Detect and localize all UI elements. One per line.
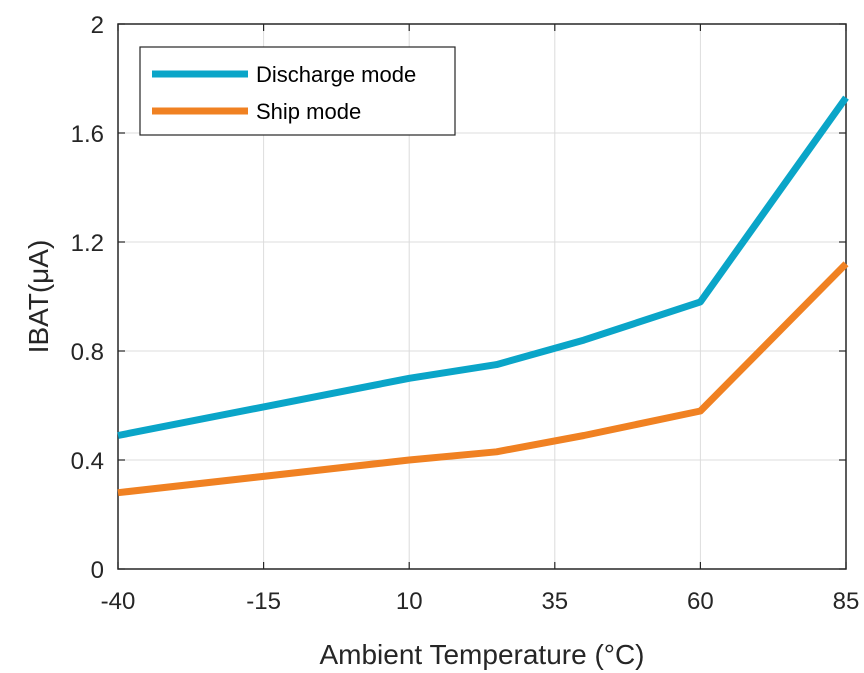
- series-line-1: [117, 261, 849, 497]
- axis-ticks: [117, 23, 847, 570]
- series-lines: [117, 95, 849, 497]
- x-tick-label: 35: [541, 588, 568, 615]
- y-tick-label: 1.6: [71, 121, 104, 148]
- y-tick-label: 2: [91, 12, 104, 39]
- x-tick-label: 85: [833, 588, 860, 615]
- legend-box: [139, 46, 456, 136]
- x-tick-label: -15: [246, 588, 281, 615]
- tick-labels: -40 -15 10 35 60 85 0 0.4 0.8 1.2 1.6 2: [71, 12, 860, 615]
- y-tick-label: 0: [91, 557, 104, 584]
- x-tick-label: -40: [101, 588, 136, 615]
- y-tick-label: 1.2: [71, 230, 104, 257]
- y-tick-label: 0.8: [71, 339, 104, 366]
- legend: Discharge mode Ship mode: [139, 46, 456, 136]
- legend-label: Discharge mode: [256, 62, 416, 87]
- legend-label: Ship mode: [256, 99, 361, 124]
- x-axis-label: Ambient Temperature (°C): [319, 639, 644, 670]
- plot-frame: [117, 23, 847, 570]
- series-line-0: [117, 95, 849, 439]
- x-tick-label: 60: [687, 588, 714, 615]
- y-tick-label: 0.4: [71, 448, 104, 475]
- x-tick-label: 10: [396, 588, 423, 615]
- y-axis-label: IBAT(μA): [23, 240, 54, 354]
